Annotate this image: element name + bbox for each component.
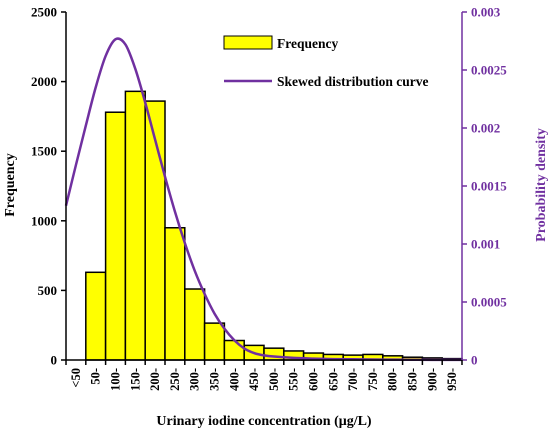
y-tick-label: 1500 [31,144,57,159]
x-tick-label: <50 [69,368,83,388]
y2-tick-label: 0.0015 [471,179,507,194]
y-tick-label: 1000 [31,213,57,228]
y2-tick-label: 0.0005 [471,295,507,310]
x-tick-label: 400- [227,368,241,391]
y2-tick-label: 0.001 [471,237,500,252]
bar [104,111,127,361]
x-tick-label: 300- [188,368,202,391]
y-tick-label: 2500 [31,5,57,20]
x-tick-label: 200- [148,368,162,391]
y2-axis-title: Probability density [534,128,549,242]
legend-bar-label: Frequency [277,36,338,51]
x-tick-label: 950- [445,368,459,391]
x-tick-label: 850- [406,368,420,391]
y2-tick-label: 0.003 [471,5,501,20]
y2-tick-label: 0.0025 [471,63,507,78]
bars-layer [85,90,463,361]
x-tick-label: 450- [247,368,261,391]
x-tick-label: 800- [386,368,400,391]
x-tick-label: 550- [287,368,301,391]
legend: Frequency Skewed distribution curve [223,35,429,89]
bar [184,288,206,361]
y-tick-label: 0 [51,353,58,368]
y2-tick-label: 0 [471,353,478,368]
bar [223,339,245,361]
x-tick-label: 700- [346,368,360,391]
legend-curve-label: Skewed distribution curve [277,74,429,89]
x-tick-label: 750- [366,368,380,391]
x-tick-label: 350- [208,368,222,391]
x-tick-label: 900- [425,368,439,391]
x-tick-label: 650- [326,368,340,391]
bar [203,322,226,361]
x-tick-label: 500- [267,368,281,391]
legend-bar-swatch [223,35,273,50]
y-tick-label: 2000 [31,74,57,89]
bar [164,227,186,361]
bar [124,90,146,361]
y2-tick-label: 0.002 [471,121,500,136]
x-tick-label: 150- [128,368,142,391]
y-tick-label: 500 [38,283,58,298]
ticks-layer: 0 500 1000 1500 2000 2500 0 0.0005 0.001 0.0015 0.… [31,5,507,391]
x-tick-label: 100- [109,368,123,391]
x-tick-label: 600- [307,368,321,391]
x-tick-label: 50- [89,368,103,385]
x-axis-title: Urinary iodine concentration (μg/L) [156,414,372,429]
x-tick-label: 250- [168,368,182,391]
bar [85,271,107,361]
y-axis-title: Frequency [3,153,18,217]
